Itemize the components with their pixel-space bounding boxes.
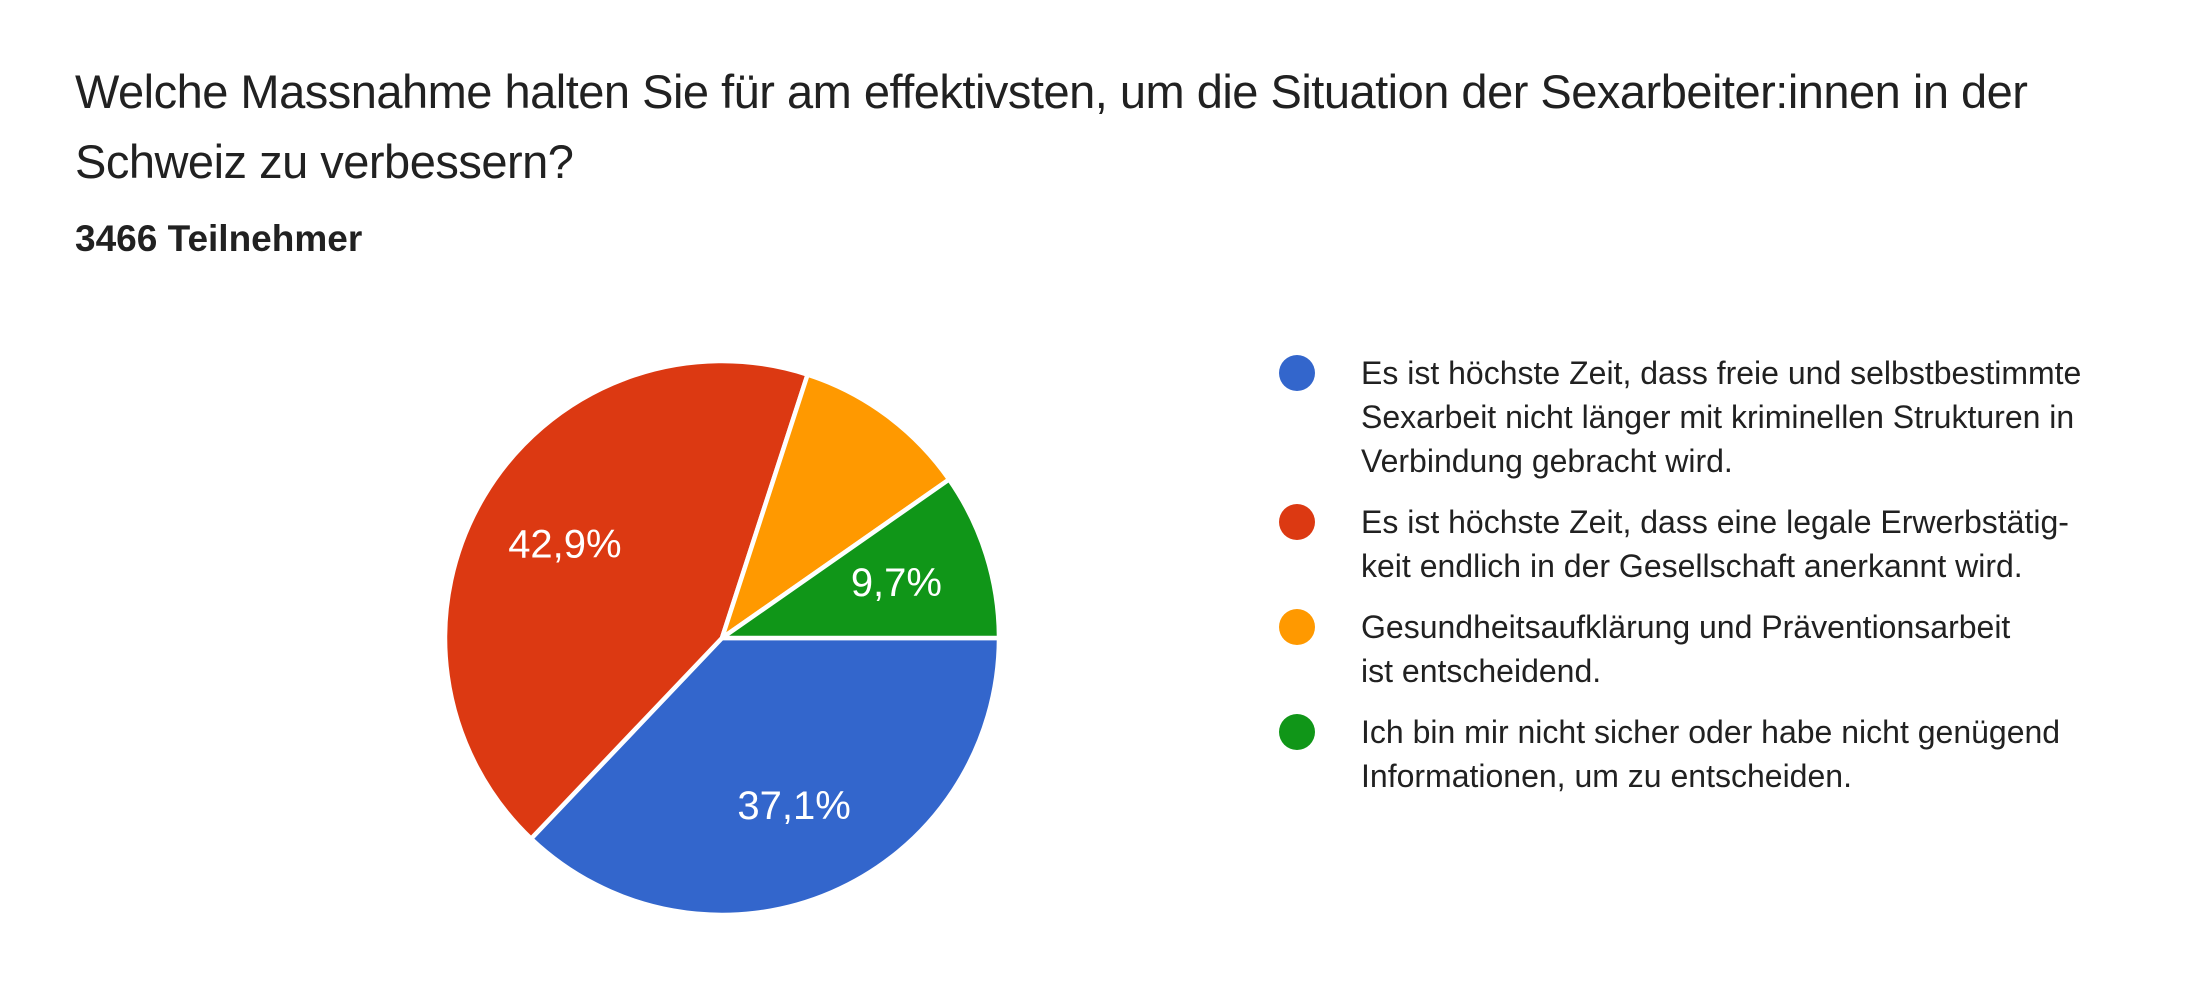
pie-slice-3	[719, 477, 1002, 641]
legend-item-label-line: Es ist höchste Zeit, dass freie und selb…	[1361, 355, 2082, 391]
legend-item: Es ist höchste Zeit, dass freie und selb…	[1279, 351, 2081, 483]
legend-item-label-line: Ich bin mir nicht sicher oder habe nicht…	[1361, 714, 2061, 750]
pie-chart: 37,1% 42,9% 9,7%	[442, 358, 1002, 918]
pie-slice-label-1: 42,9%	[508, 522, 621, 566]
pie-chart-svg: 37,1% 42,9% 9,7%	[442, 358, 1002, 918]
poll-question-title-line-2: Schweiz zu verbessern?	[75, 135, 574, 188]
pie-slice-1	[442, 358, 810, 841]
pie-slice-2	[719, 372, 952, 641]
legend-item-label: Es ist höchste Zeit, dass eine legale Er…	[1361, 500, 2069, 588]
legend-item-label-line: Sexarbeit nicht länger mit kriminellen S…	[1361, 399, 2075, 435]
legend-item-label-line: Verbindung gebracht wird.	[1361, 443, 1733, 479]
legend-item: Gesundheitsaufklärung und Präventionsarb…	[1279, 605, 2081, 693]
legend-item-label: Es ist höchste Zeit, dass freie und selb…	[1361, 351, 2081, 483]
poll-question-title-line-1: Welche Massnahme halten Sie für am effek…	[75, 65, 2028, 118]
legend-item-label: Gesundheitsaufklärung und Präventionsarb…	[1361, 605, 2010, 693]
legend-item-label-line: Es ist höchste Zeit, dass eine legale Er…	[1361, 504, 2069, 540]
legend-color-dot-blue	[1279, 355, 1315, 391]
poll-question-title: Welche Massnahme halten Sie für am effek…	[75, 57, 2175, 197]
legend-item-label: Ich bin mir nicht sicher oder habe nicht…	[1361, 710, 2060, 798]
legend-item-label-line: keit endlich in der Gesellschaft anerkan…	[1361, 548, 2023, 584]
chart-legend: Es ist höchste Zeit, dass freie und selb…	[1279, 351, 2081, 798]
legend-item-label-line: ist entscheidend.	[1361, 653, 1602, 689]
legend-item-label-line: Gesundheitsaufklärung und Präventionsarb…	[1361, 609, 2011, 645]
legend-color-dot-red	[1279, 504, 1315, 540]
pie-slice-0	[528, 635, 1002, 918]
pie-slice-label-3: 9,7%	[851, 561, 942, 605]
pie-slice-label-0: 37,1%	[737, 784, 850, 828]
legend-color-dot-green	[1279, 714, 1315, 750]
legend-color-dot-orange	[1279, 609, 1315, 645]
legend-item: Ich bin mir nicht sicher oder habe nicht…	[1279, 710, 2081, 798]
participant-count: 3466 Teilnehmer	[75, 218, 363, 259]
legend-item: Es ist höchste Zeit, dass eine legale Er…	[1279, 500, 2081, 588]
legend-item-label-line: Informationen, um zu entscheiden.	[1361, 758, 1852, 794]
